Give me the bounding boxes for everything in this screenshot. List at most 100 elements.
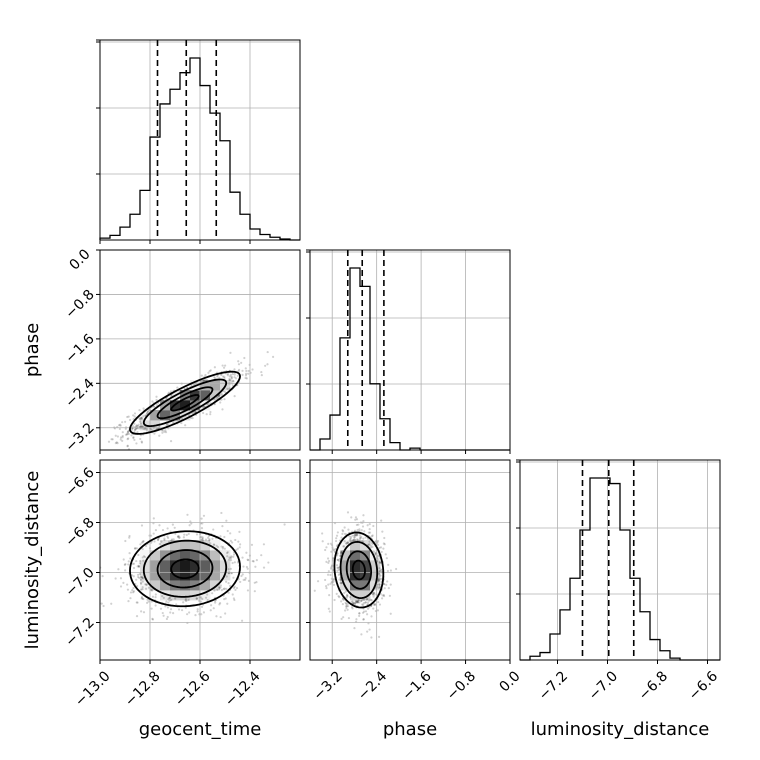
sample-point bbox=[373, 602, 377, 606]
sample-point bbox=[346, 608, 349, 611]
density-cell bbox=[350, 580, 361, 591]
sample-point bbox=[119, 436, 123, 439]
sample-point bbox=[154, 593, 157, 596]
sample-point bbox=[371, 534, 374, 537]
sample-point bbox=[366, 630, 369, 633]
density-cell bbox=[160, 580, 171, 591]
sample-point bbox=[170, 538, 174, 541]
sample-point bbox=[381, 530, 384, 533]
sample-point bbox=[233, 585, 236, 588]
sample-point bbox=[361, 603, 364, 606]
sample-point bbox=[354, 529, 357, 532]
sample-point bbox=[195, 597, 198, 600]
sample-point bbox=[145, 583, 148, 586]
sample-point bbox=[358, 614, 361, 617]
sample-point bbox=[357, 601, 360, 604]
sample-point bbox=[360, 535, 363, 538]
sample-point bbox=[353, 538, 356, 541]
sample-point bbox=[355, 518, 359, 521]
sample-point bbox=[223, 377, 226, 380]
sample-point bbox=[208, 539, 211, 542]
sample-point bbox=[245, 369, 248, 373]
sample-point bbox=[382, 593, 385, 597]
sample-point bbox=[228, 556, 231, 559]
sample-point bbox=[224, 612, 227, 615]
sample-point bbox=[140, 424, 143, 428]
sample-point bbox=[136, 431, 139, 434]
sample-point bbox=[365, 598, 368, 601]
sample-point bbox=[200, 535, 203, 538]
sample-point bbox=[176, 535, 180, 538]
histogram-phase bbox=[310, 267, 510, 451]
sample-point bbox=[199, 600, 203, 603]
sample-point bbox=[387, 563, 390, 566]
sample-point bbox=[126, 415, 129, 419]
sample-point bbox=[254, 565, 257, 568]
y-tick-label: −7.2 bbox=[62, 615, 97, 650]
sample-point bbox=[240, 361, 243, 364]
sample-point bbox=[368, 543, 371, 546]
sample-point bbox=[356, 600, 359, 603]
density-cell bbox=[200, 570, 211, 581]
sample-point bbox=[353, 627, 356, 630]
sample-point bbox=[378, 603, 382, 606]
sample-point bbox=[176, 386, 179, 389]
sample-point bbox=[165, 397, 168, 400]
sample-point bbox=[213, 376, 216, 379]
sample-point bbox=[135, 601, 138, 604]
sample-point bbox=[223, 598, 226, 601]
sample-point bbox=[211, 537, 214, 541]
sample-point bbox=[245, 565, 248, 569]
sample-point bbox=[200, 527, 204, 530]
density-cell bbox=[210, 560, 221, 571]
sample-point bbox=[200, 605, 204, 608]
sample-point bbox=[163, 430, 166, 433]
sample-point bbox=[225, 580, 228, 583]
sample-point bbox=[368, 599, 371, 602]
density-cell bbox=[150, 580, 161, 591]
sample-point bbox=[126, 431, 129, 434]
density-cell bbox=[200, 560, 211, 571]
sample-point bbox=[159, 607, 163, 610]
sample-point bbox=[355, 523, 358, 527]
density-cell bbox=[370, 560, 381, 571]
sample-point bbox=[338, 596, 341, 599]
sample-point bbox=[141, 586, 144, 589]
density-cell bbox=[210, 550, 221, 561]
sample-point bbox=[232, 555, 235, 558]
sample-point bbox=[345, 596, 348, 599]
sample-point bbox=[342, 545, 345, 548]
sample-point bbox=[164, 398, 167, 401]
sample-point bbox=[370, 615, 373, 618]
sample-point bbox=[229, 373, 232, 376]
density-cell bbox=[170, 560, 181, 571]
sample-point bbox=[133, 412, 137, 415]
sample-point bbox=[379, 568, 383, 572]
sample-point bbox=[379, 546, 383, 549]
sample-point bbox=[132, 436, 135, 440]
sample-point bbox=[340, 552, 343, 555]
sample-point bbox=[354, 518, 357, 521]
sample-point bbox=[371, 545, 374, 549]
sample-point bbox=[324, 578, 327, 582]
sample-point bbox=[124, 563, 127, 566]
density-cell bbox=[350, 540, 361, 551]
sample-point bbox=[185, 599, 188, 602]
sample-point bbox=[230, 556, 233, 559]
sample-point bbox=[380, 597, 384, 600]
contour-line bbox=[129, 530, 241, 608]
sample-point bbox=[251, 559, 254, 563]
sample-point bbox=[381, 594, 384, 597]
sample-point bbox=[151, 400, 154, 403]
sample-point bbox=[229, 559, 233, 562]
sample-point bbox=[324, 548, 327, 552]
sample-point bbox=[206, 593, 209, 596]
density-cell bbox=[200, 380, 211, 391]
sample-point bbox=[356, 601, 359, 604]
sample-point bbox=[351, 607, 354, 610]
density-cell bbox=[190, 540, 201, 551]
sample-point bbox=[367, 543, 370, 546]
sample-point bbox=[220, 545, 223, 548]
sample-point bbox=[332, 580, 335, 583]
sample-point bbox=[388, 594, 391, 597]
